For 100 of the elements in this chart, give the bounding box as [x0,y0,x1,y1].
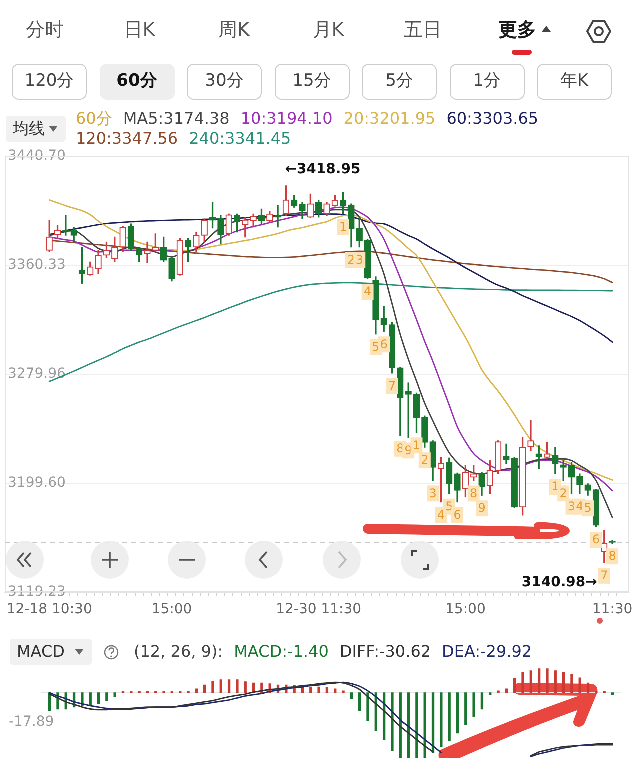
text: 7 [388,379,396,394]
text: 240:3341.45 [189,129,292,149]
text: 60:3303.65 [446,109,539,129]
bar [522,672,524,694]
text: 2 [348,252,356,267]
text: 6 [380,337,388,352]
bar [342,690,345,694]
candlestick [62,215,70,236]
bar [472,692,476,718]
series-label: DIFF:-30.62 [340,642,432,662]
bar [358,692,362,712]
bar [366,692,370,722]
chart-title: MACD [17,642,65,662]
x-tick-label: 12-18 10:30 [6,601,92,618]
candlestick [528,420,534,452]
x-tick-label: 12-30 11:30 [276,601,362,618]
bar [448,692,451,742]
text: 3 [429,486,437,500]
text: 10:3194.10 [240,109,333,129]
candlestick [503,444,510,464]
text: 年K [560,70,589,93]
bar [220,680,222,694]
bar [236,680,239,694]
bar [89,692,92,706]
text: 5分 [386,70,414,93]
text: DEA:-29.92 [442,642,532,662]
legend-title: 60分 [76,109,112,129]
bar [554,670,557,694]
text: 8 [396,442,404,456]
text: 日K [124,18,156,43]
candlestick [144,242,151,264]
annotation: -17.89 [9,714,54,731]
bar [97,692,100,704]
text: 五日 [404,18,442,43]
bar [497,690,500,694]
y-tick-label: 3279.96 [8,366,66,382]
bar [456,692,460,734]
text: 9 [478,501,486,516]
bar [546,668,549,694]
annotation: ←3418.95 [285,162,361,178]
bar [350,692,354,700]
text: 3 [356,252,364,267]
text: 5 [372,340,380,354]
bar [586,682,590,694]
text: 20:3201.95 [344,109,436,129]
bar [480,692,484,710]
bar [310,686,312,694]
candlestick [274,205,282,228]
bar [106,692,108,702]
bar [114,692,116,698]
annotation: 3140.98→ [522,574,598,591]
text: 5 [446,499,454,514]
y-tick-label: 3119.23 [8,584,66,600]
bar [562,672,566,694]
bar [464,692,468,726]
bar [440,692,443,748]
bar [204,684,206,694]
text: 4 [364,284,372,299]
bar [195,688,198,694]
text: 更多 [498,18,536,43]
text: 1 [412,438,421,452]
bar [391,692,394,752]
bar [530,670,532,694]
text: MA5:3174.38 [123,109,230,129]
bar [326,687,329,694]
text: 分时 [26,18,64,43]
x-tick-label: 11:30 [592,601,633,618]
bar [244,682,247,694]
y-tick-label: 3199.60 [8,475,66,492]
text: 8 [608,549,616,564]
bar [570,674,574,694]
text: 月K [312,18,344,43]
bar [334,688,337,694]
text: 2 [421,453,429,468]
series-label: MACD:-1.40 [234,642,329,662]
text: 5 [584,501,592,516]
text: 60分 [116,70,158,93]
text: 1 [552,480,560,494]
text: 15分 [292,70,332,93]
text: 30分 [205,70,244,93]
bar [578,678,582,694]
text: 4 [576,499,584,514]
text: 4 [437,508,446,522]
bar [505,688,508,694]
chart-title: 均线 [13,119,45,139]
bar [318,686,320,694]
text: 1分 [473,70,501,93]
bar [416,692,418,758]
text: 120分 [24,70,74,93]
text: 120:3347.56 [76,129,178,149]
bar [611,692,614,696]
text: 8 [470,486,478,500]
y-tick-label: 3360.33 [8,257,66,274]
legend-title: (12, 26, 9): [134,642,224,662]
text: 6 [454,508,462,522]
text: 1 [339,220,348,234]
x-tick-label: 15:00 [152,601,192,618]
bar [514,678,516,694]
text: 7 [600,568,608,583]
text: 2 [560,486,568,500]
